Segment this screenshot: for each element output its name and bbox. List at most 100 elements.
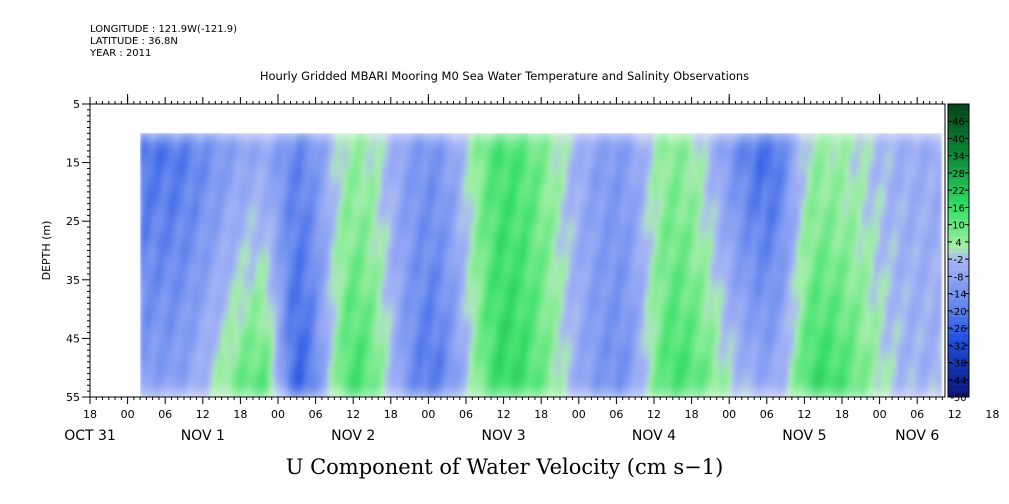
heatmap-cells <box>140 133 943 398</box>
colorbar-label: -44 <box>950 376 966 387</box>
y-tick-label: 35 <box>66 274 80 287</box>
colorbar-band <box>948 115 969 122</box>
x-hour-tick-label: 18 <box>83 408 97 421</box>
x-hour-tick-label: 12 <box>797 408 811 421</box>
year-label: YEAR : 2011 <box>90 48 152 59</box>
colorbar-band <box>948 385 969 392</box>
colorbar-band <box>948 259 969 266</box>
y-tick-label: 5 <box>73 98 80 111</box>
colorbar-label: -26 <box>950 324 966 335</box>
colorbar-band <box>948 345 969 352</box>
x-day-label: NOV 4 <box>632 428 676 444</box>
colorbar-band <box>948 201 969 208</box>
colorbar-band <box>948 138 969 145</box>
colorbar-band <box>948 230 969 237</box>
x-hour-tick-label: 12 <box>346 408 360 421</box>
x-hour-tick-label: 00 <box>572 408 586 421</box>
colorbar-band <box>948 190 969 197</box>
colorbar-band <box>948 236 969 243</box>
chart-title: Hourly Gridded MBARI Mooring M0 Sea Wate… <box>259 69 750 83</box>
x-hour-tick-label: 00 <box>722 408 736 421</box>
colorbar-band <box>948 172 969 179</box>
colorbar-label: -50 <box>950 393 966 404</box>
colorbar-label: 16 <box>952 203 965 214</box>
x-hour-tick-label: 18 <box>835 408 849 421</box>
x-hour-tick-label: 06 <box>609 408 623 421</box>
colorbar-label: -38 <box>950 359 966 370</box>
x-hour-tick-label: 06 <box>309 408 323 421</box>
x-hour-tick-label: 00 <box>873 408 887 421</box>
colorbar-label: -32 <box>950 341 966 352</box>
y-tick-label: 25 <box>66 215 80 228</box>
colorbar-band <box>948 247 969 254</box>
colorbar-band <box>948 282 969 289</box>
colorbar-band <box>948 109 969 116</box>
x-hour-tick-label: 18 <box>685 408 699 421</box>
x-day-label: NOV 5 <box>782 428 826 444</box>
colorbar-band <box>948 253 969 260</box>
x-day-label: NOV 2 <box>331 428 375 444</box>
colorbar-band <box>948 356 969 363</box>
colorbar-band <box>948 241 969 248</box>
colorbar-band <box>948 391 969 398</box>
x-hour-tick-label: 06 <box>910 408 924 421</box>
longitude-label: LONGITUDE : 121.9W(-121.9) <box>90 24 237 35</box>
heatmap-plot-area <box>35 103 1005 409</box>
x-hour-tick-label: 18 <box>985 408 999 421</box>
x-hour-tick-label: 06 <box>760 408 774 421</box>
y-tick-label: 15 <box>66 157 80 170</box>
colorbar-label: -2 <box>954 255 964 266</box>
colorbar-label: -8 <box>954 272 964 283</box>
colorbar-label: 28 <box>952 169 965 180</box>
colorbar-label: 22 <box>952 186 965 197</box>
colorbar-band <box>948 374 969 381</box>
x-hour-tick-label: 12 <box>497 408 511 421</box>
colorbar-band <box>948 287 969 294</box>
colorbar-band <box>948 126 969 134</box>
x-hour-tick-label: 12 <box>948 408 962 421</box>
x-hour-tick-label: 18 <box>384 408 398 421</box>
colorbar-band <box>948 305 969 312</box>
colorbar-frame <box>947 103 970 398</box>
colorbar-band <box>948 276 969 283</box>
x-day-label: OCT 31 <box>64 428 116 444</box>
y-axis-title: DEPTH (m) <box>40 221 53 281</box>
colorbar-band <box>948 155 969 162</box>
colorbar-band <box>948 132 969 139</box>
colorbar-band <box>948 299 969 306</box>
colorbar-band <box>948 167 969 174</box>
colorbar-band <box>948 322 969 329</box>
x-day-label: NOV 3 <box>482 428 526 444</box>
x-hour-tick-label: 12 <box>196 408 210 421</box>
colorbar-label: -14 <box>950 290 966 301</box>
colorbar-label: -20 <box>950 307 966 318</box>
y-tick-label: 55 <box>66 391 80 404</box>
colorbar-band <box>948 161 969 168</box>
colorbar-band <box>948 339 969 346</box>
x-hour-tick-label: 00 <box>271 408 285 421</box>
x-day-label: NOV 1 <box>181 428 225 444</box>
colorbar-label: 10 <box>952 221 965 232</box>
colorbar-band <box>948 264 969 271</box>
x-hour-tick-label: 06 <box>459 408 473 421</box>
colorbar-band <box>948 333 969 340</box>
x-hour-tick-label: 00 <box>421 408 435 421</box>
colorbar-band <box>948 195 969 202</box>
colorbar-band <box>948 316 969 323</box>
colorbar-label: 4 <box>955 238 961 249</box>
colorbar-band <box>948 224 969 231</box>
latitude-label: LATITUDE : 36.8N <box>90 36 178 47</box>
colorbar-band <box>948 270 969 277</box>
y-tick-label: 45 <box>66 332 80 345</box>
colorbar-band <box>948 144 969 151</box>
colorbar-band <box>948 121 969 128</box>
colorbar-band <box>948 104 969 111</box>
colorbar-band <box>948 178 969 185</box>
colorbar-label: 40 <box>952 134 965 145</box>
colorbar-band <box>948 368 969 375</box>
colorbar-band <box>948 184 969 191</box>
colorbar-band <box>948 213 969 220</box>
axes: 5 15 25 35 45 55 DEPTH (m) 18 00 06 12 18 00 06 12 18 00… <box>40 94 999 444</box>
x-hour-tick-label: 06 <box>158 408 172 421</box>
